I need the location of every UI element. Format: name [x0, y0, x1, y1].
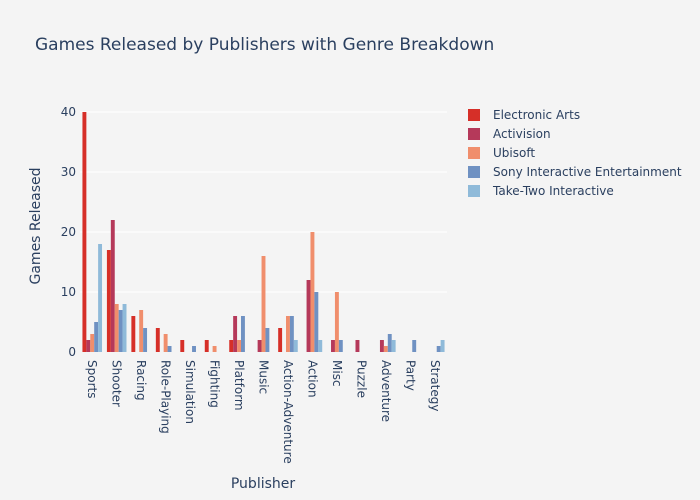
bar: [86, 340, 91, 352]
bar: [278, 328, 283, 352]
bar: [131, 316, 136, 352]
legend-swatch: [468, 147, 480, 159]
bar: [118, 310, 123, 352]
x-tick-label: Strategy: [428, 360, 442, 411]
bar: [240, 316, 245, 352]
x-tick-label: Action: [305, 360, 319, 398]
legend: Electronic Arts Activision Ubisoft Sony Int…: [468, 108, 682, 198]
bar: [383, 346, 388, 352]
x-axis-ticks: Sports Shooter Racing Role-Playing Simulatio…: [85, 360, 442, 464]
x-tick-label: Misc: [330, 360, 344, 387]
legend-swatch: [468, 109, 480, 121]
y-axis-title: Games Released: [28, 167, 44, 284]
bar: [355, 340, 360, 352]
x-tick-label: Puzzle: [354, 360, 368, 398]
legend-swatch: [468, 166, 480, 178]
legend-swatch: [468, 185, 480, 197]
legend-label: Activision: [493, 127, 551, 141]
y-tick-label: 20: [61, 225, 76, 239]
x-tick-label: Fighting: [208, 360, 222, 408]
bar: [98, 244, 103, 352]
chart-title: Games Released by Publishers with Genre …: [35, 35, 494, 55]
bar: [155, 328, 160, 352]
bar: [314, 292, 319, 352]
bar: [379, 340, 384, 352]
y-tick-label: 10: [61, 285, 76, 299]
legend-label: Electronic Arts: [493, 108, 580, 122]
y-tick-label: 30: [61, 165, 76, 179]
bar: [440, 340, 445, 352]
bar: [334, 292, 339, 352]
bar: [94, 322, 99, 352]
bars: [82, 112, 445, 352]
bar: [110, 220, 115, 352]
bar: [82, 112, 87, 352]
x-tick-label: Role-Playing: [159, 360, 173, 434]
bar: [306, 280, 311, 352]
bar: [338, 340, 343, 352]
bar: [139, 310, 144, 352]
bar: [233, 316, 238, 352]
x-tick-label: Sports: [85, 360, 99, 398]
bar: [261, 256, 266, 352]
bar: [212, 346, 217, 352]
bar: [114, 304, 119, 352]
bar: [257, 340, 262, 352]
bar: [204, 340, 209, 352]
bar: [387, 334, 392, 352]
x-tick-label: Party: [403, 360, 417, 391]
x-tick-label: Simulation: [183, 360, 197, 424]
bar: [192, 346, 196, 352]
legend-label: Take-Two Interactive: [492, 184, 614, 198]
bar: [436, 346, 441, 352]
bar: [237, 340, 241, 352]
y-axis-ticks: 0 10 20 30 40: [61, 105, 76, 359]
x-tick-label: Adventure: [379, 360, 393, 422]
bar: [391, 340, 396, 352]
bar: [90, 334, 95, 352]
bar: [293, 340, 298, 352]
bar: [229, 340, 234, 352]
bar: [122, 304, 127, 352]
bar: [286, 316, 290, 352]
x-tick-label: Shooter: [110, 360, 124, 407]
legend-swatch: [468, 128, 480, 140]
y-tick-label: 40: [61, 105, 76, 119]
x-axis-title: Publisher: [231, 476, 296, 492]
y-tick-label: 0: [68, 345, 76, 359]
bar: [143, 328, 148, 352]
bar: [412, 340, 417, 352]
bar: [331, 340, 335, 352]
x-tick-label: Racing: [134, 360, 148, 401]
x-tick-label: Platform: [232, 360, 246, 411]
x-tick-label: Music: [257, 360, 271, 394]
bar: [265, 328, 270, 352]
bar: [289, 316, 294, 352]
legend-label: Sony Interactive Entertainment: [493, 165, 682, 179]
bar: [180, 340, 185, 352]
bar: [163, 334, 168, 352]
x-tick-label: Action-Adventure: [281, 360, 295, 464]
legend-label: Ubisoft: [493, 146, 535, 160]
bar: [310, 232, 315, 352]
bar: [318, 340, 323, 352]
bar: [106, 250, 111, 352]
bar: [167, 346, 172, 352]
